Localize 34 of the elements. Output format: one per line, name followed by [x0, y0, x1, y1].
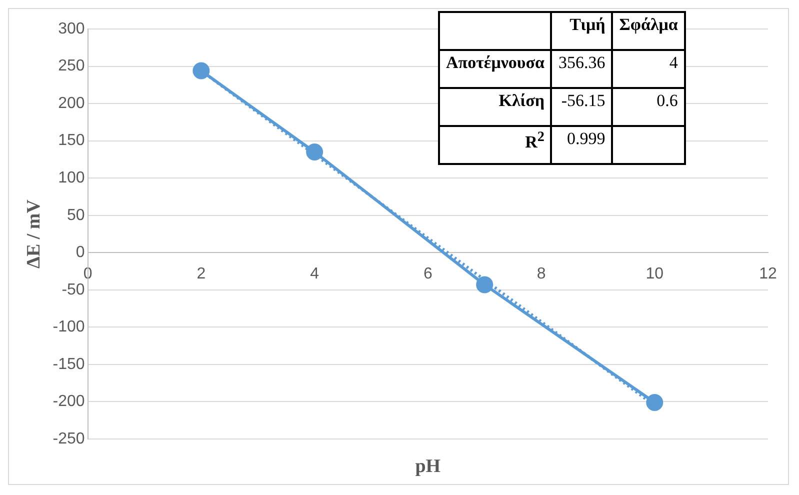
annotation: -56.15: [551, 88, 612, 126]
annotation: 356.36: [551, 50, 612, 88]
annotation: Τιμή: [551, 12, 612, 50]
y-tick-label: -150: [52, 356, 85, 373]
annotation: Αποτέμνουσα: [439, 50, 552, 88]
annotation: 0.999: [551, 126, 612, 164]
annotation: 4: [612, 50, 685, 88]
x-tick-label: 10: [646, 266, 664, 283]
y-tick-label: -100: [52, 318, 85, 336]
annotation: Κλίση: [439, 88, 552, 126]
annotation: R$^{2}$: [439, 126, 552, 164]
y-tick-label: 100: [58, 169, 85, 186]
x-tick-label: 2: [196, 266, 206, 283]
y-tick-label: 0: [76, 244, 85, 262]
x-tick-label: 4: [310, 266, 320, 283]
y-tick-label: 50: [67, 206, 85, 224]
y-tick-label: -200: [52, 393, 85, 410]
y-tick-label: -250: [52, 430, 85, 448]
x-tick-label: 8: [536, 266, 546, 283]
y-tick-label: -50: [62, 281, 85, 298]
x-tick-label: 12: [759, 266, 777, 283]
x-tick-label: 6: [423, 266, 432, 283]
point: [646, 394, 664, 411]
y-tick-label: 250: [58, 58, 85, 75]
point: [476, 276, 494, 294]
point: [192, 62, 210, 80]
y-tick-label: 200: [58, 94, 85, 112]
y-tick-label: 300: [58, 20, 85, 38]
annotation: Σφάλμα: [612, 12, 685, 50]
x-axis-title: pH: [415, 456, 441, 477]
annotation: 0.6: [612, 88, 685, 126]
y-axis-title: ΔE / mV: [23, 199, 44, 268]
point: [306, 144, 324, 160]
y-tick-label: 150: [58, 132, 85, 150]
